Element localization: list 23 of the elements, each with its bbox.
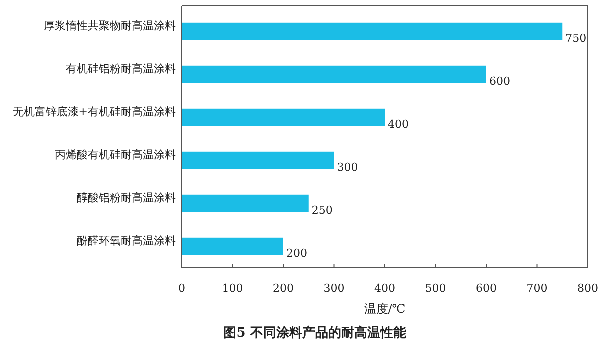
data-label: 400 (388, 118, 409, 132)
data-label: 250 (312, 204, 333, 218)
x-tick-label: 100 (222, 282, 244, 295)
y-tick-label: 醇酸铝粉耐高温涂料 (77, 192, 176, 204)
text: 图5 不同涂料产品的耐高温性能 (224, 325, 408, 341)
data-label: 200 (286, 247, 308, 260)
x-tick-label: 400 (374, 282, 396, 295)
x-axis-title: 温度/℃ (364, 302, 406, 316)
y-tick-label: 无机富锌底漆+有机硅耐高温涂料 (12, 106, 176, 118)
data-label: 750 (566, 32, 587, 46)
y-tick-label: 厚浆惰性共聚物耐高温涂料 (44, 20, 176, 32)
x-tick-label: 700 (526, 282, 548, 295)
x-tick-label: 800 (578, 282, 598, 295)
y-tick-label: 酚醛环氧耐高温涂料 (77, 234, 176, 248)
y-tick-label: 丙烯酸有机硅耐高温涂料 (55, 148, 176, 162)
x-tick-label: 500 (425, 282, 446, 295)
data-label: 300 (337, 161, 358, 174)
x-tick-label: 300 (324, 282, 345, 295)
x-tick-label: 600 (476, 282, 497, 295)
y-tick-label: 有机硅铝粉耐高温涂料 (66, 62, 176, 76)
x-tick-label: 0 (178, 282, 186, 295)
data-label: 600 (490, 75, 510, 88)
x-tick-label: 200 (273, 282, 294, 295)
